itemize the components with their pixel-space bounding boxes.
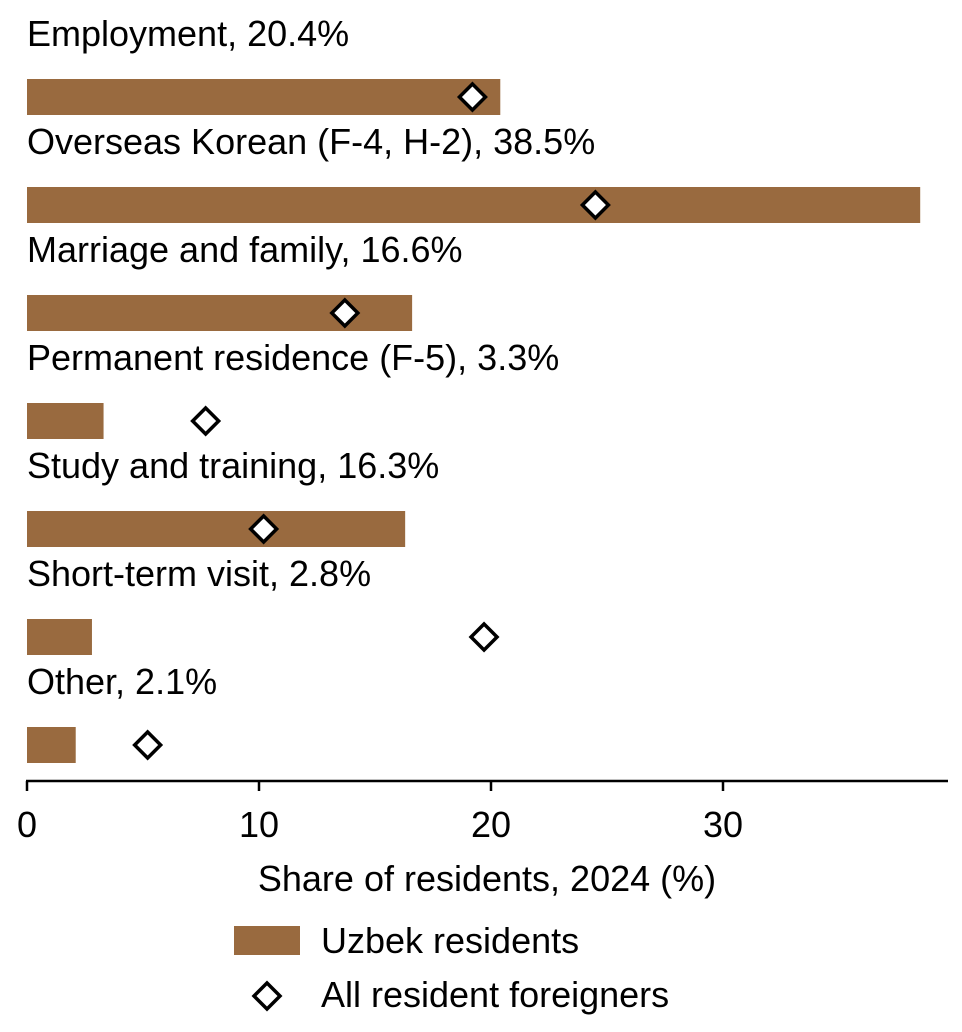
category-short-term-visit: Short-term visit, 2.8% [27, 553, 500, 655]
legend-swatch-uzbek-residents [234, 926, 300, 955]
bar-uzbek-residents-employment [27, 79, 501, 115]
marker-all-resident-foreigners-permanent-residence-f-5 [190, 405, 222, 437]
x-axis-title: Share of residents, 2024 (%) [258, 858, 716, 899]
x-ticks: 0 10 20 30 [17, 781, 743, 845]
category-groups: Employment, 20.4% Overseas Korean (F-4, H… [27, 13, 921, 763]
x-axis: 0 10 20 30 [17, 779, 948, 845]
marker-all-resident-foreigners-overseas-korean-f-4 [579, 189, 611, 221]
legend: Uzbek residents All resident foreigners [234, 920, 669, 1015]
bar-uzbek-residents-permanent-residence-f-5 [27, 403, 104, 439]
category-permanent-residence-f-5: Permanent residence (F-5), 3.3% [27, 337, 559, 439]
category-overseas-korean-f-4: Overseas Korean (F-4, H-2), 38.5% [27, 121, 921, 223]
x-tick-label-0: 0 [17, 804, 37, 845]
category-marriage-and-family: Marriage and family, 16.6% [27, 229, 463, 331]
category-label-overseas-korean-f-4: Overseas Korean (F-4, H-2), 38.5% [27, 121, 595, 162]
marker-all-resident-foreigners-study-and-training [248, 513, 280, 545]
category-label-short-term-visit: Short-term visit, 2.8% [27, 553, 371, 594]
bar-uzbek-residents-other [27, 727, 76, 763]
x-tick-label-20: 20 [471, 804, 511, 845]
legend-label-uzbek-residents: Uzbek residents [321, 920, 579, 961]
category-label-study-and-training: Study and training, 16.3% [27, 445, 439, 486]
bar-uzbek-residents-overseas-korean-f-4 [27, 187, 921, 223]
category-employment: Employment, 20.4% [27, 13, 501, 115]
category-label-permanent-residence-f-5: Permanent residence (F-5), 3.3% [27, 337, 559, 378]
marker-all-resident-foreigners-marriage-and-family [329, 297, 361, 329]
category-label-employment: Employment, 20.4% [27, 13, 349, 54]
bar-uzbek-residents-study-and-training [27, 511, 406, 547]
category-label-other: Other, 2.1% [27, 661, 217, 702]
bar-uzbek-residents-short-term-visit [27, 619, 92, 655]
legend-label-all-resident-foreigners: All resident foreigners [321, 974, 669, 1015]
category-study-and-training: Study and training, 16.3% [27, 445, 439, 547]
marker-all-resident-foreigners-employment [456, 81, 488, 113]
marker-all-resident-foreigners-short-term-visit [468, 621, 500, 653]
x-tick-label-30: 30 [703, 804, 743, 845]
category-label-marriage-and-family: Marriage and family, 16.6% [27, 229, 463, 270]
category-other: Other, 2.1% [27, 661, 217, 763]
x-tick-label-10: 10 [239, 804, 279, 845]
marker-all-resident-foreigners-other [132, 729, 164, 761]
legend-swatch-all-resident-foreigners [251, 980, 283, 1012]
